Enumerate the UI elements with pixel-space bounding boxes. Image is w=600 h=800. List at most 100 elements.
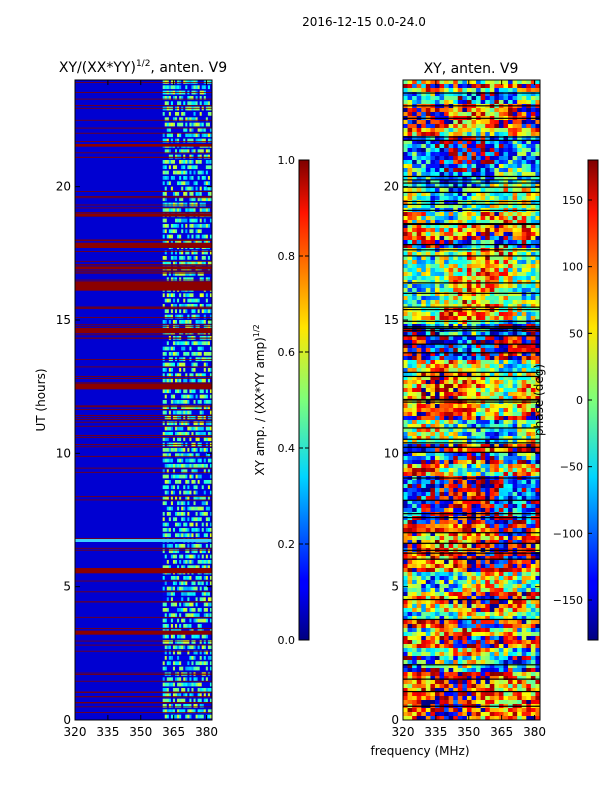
amplitude-cell: [164, 693, 168, 698]
amplitude-cell: [185, 224, 188, 228]
amplitude-cell: [168, 618, 172, 623]
amplitude-cell: [181, 133, 184, 138]
phase-cell: [412, 136, 417, 141]
flagged-row-line: [75, 650, 212, 652]
amplitude-cell: [189, 624, 192, 628]
amplitude-cell: [166, 528, 170, 532]
phase-cell: [494, 132, 500, 137]
flagged-row-line: [75, 376, 212, 377]
amplitude-cell: [191, 608, 194, 612]
phase-cell: [444, 240, 449, 245]
flagged-row-line: [75, 640, 212, 642]
amplitude-cell: [195, 400, 198, 404]
amplitude-cell: [189, 101, 192, 106]
amplitude-cell: [207, 122, 211, 127]
amplitude-cell: [197, 421, 200, 426]
phase-cell: [489, 288, 495, 293]
amplitude-cell: [162, 128, 166, 132]
phase-cell: [416, 240, 422, 245]
phase-cell: [535, 152, 541, 157]
phase-cell: [517, 260, 523, 265]
amplitude-cell: [175, 634, 178, 639]
phase-cell: [466, 220, 472, 225]
phase-cell: [498, 292, 504, 297]
phase-cell: [430, 124, 436, 129]
phase-cell: [416, 300, 422, 305]
phase-cell: [476, 176, 481, 181]
amplitude-cell: [189, 368, 192, 372]
phase-cell: [412, 176, 417, 181]
amplitude-cell: [175, 309, 178, 314]
phase-cell: [512, 144, 518, 149]
phase-cell: [508, 160, 513, 165]
amplitude-cell: [164, 464, 168, 468]
phase-cell: [421, 216, 427, 221]
phase-cell: [498, 176, 504, 181]
amplitude-cell: [172, 480, 176, 484]
amplitude-cell: [207, 517, 211, 522]
flagged-row-line: [75, 692, 212, 693]
phase-cell: [489, 128, 495, 133]
amplitude-cell: [181, 634, 184, 639]
amplitude-cell: [187, 373, 190, 378]
phase-cell: [403, 264, 408, 269]
amplitude-cell: [179, 133, 182, 138]
amplitude-cell: [187, 704, 190, 708]
amplitude-cell: [205, 437, 209, 442]
amplitude-cell: [201, 688, 205, 692]
amplitude-cell: [199, 197, 203, 202]
phase-cell: [412, 288, 417, 293]
phase-cell: [530, 316, 536, 321]
amplitude-cell: [172, 672, 176, 676]
phase-cell: [425, 160, 431, 165]
amplitude-cell: [203, 410, 207, 415]
amplitude-cell: [168, 581, 172, 586]
phase-cell: [498, 260, 504, 265]
amplitude-cell: [197, 218, 200, 223]
amplitude-cell: [168, 645, 172, 650]
amplitude-cell: [177, 165, 180, 170]
amplitude-cell: [179, 117, 182, 122]
amplitude-cell: [183, 533, 186, 538]
amplitude-cell: [162, 394, 166, 399]
amplitude-cell: [170, 410, 174, 415]
phase-cell: [498, 112, 504, 117]
amplitude-cell: [166, 186, 170, 191]
flagged-row-band: [75, 328, 212, 334]
phase-cell: [444, 96, 449, 101]
amplitude-cell: [185, 453, 188, 458]
amplitude-cell: [162, 218, 166, 223]
phase-cell: [530, 176, 536, 181]
amplitude-cell: [177, 133, 180, 138]
phase-cell: [485, 220, 491, 225]
phase-cell: [517, 176, 523, 181]
amplitude-cell: [209, 309, 213, 314]
amplitude-cell: [170, 341, 174, 346]
amplitude-cell: [207, 426, 211, 431]
amplitude-cell: [162, 149, 166, 154]
phase-cell: [508, 236, 513, 241]
amplitude-cell: [168, 192, 172, 196]
amplitude-cell: [172, 160, 176, 164]
amplitude-cell: [197, 432, 200, 436]
flagged-row-line: [75, 409, 212, 410]
phase-cell: [512, 220, 518, 225]
phase-cell: [421, 180, 427, 185]
amplitude-cell: [175, 496, 178, 500]
amplitude-cell: [185, 672, 188, 676]
amplitude-cell: [175, 704, 178, 708]
amplitude-cell: [179, 517, 182, 522]
amplitude-cell: [187, 128, 190, 132]
phase-cell: [430, 184, 436, 189]
amplitude-cell: [179, 458, 182, 463]
phase-cell: [434, 120, 440, 125]
amplitude-cell: [164, 208, 168, 212]
amplitude-cell: [175, 80, 178, 84]
amplitude-cell: [187, 197, 190, 202]
phase-cell: [430, 232, 436, 237]
amplitude-cell: [175, 85, 178, 90]
amplitude-cell: [199, 501, 203, 506]
phase-cell: [471, 136, 477, 141]
amplitude-cell: [170, 490, 174, 495]
phase-cell: [535, 224, 541, 229]
